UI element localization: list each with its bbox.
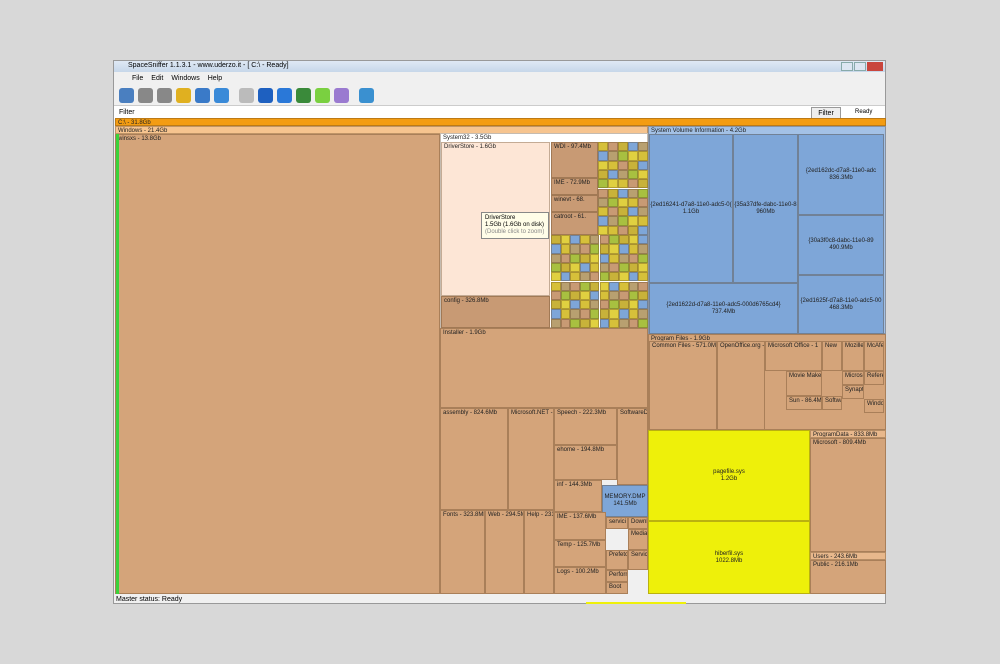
toolbar-button[interactable] <box>359 88 374 103</box>
toolbar-button[interactable] <box>119 88 134 103</box>
toolbar-button[interactable] <box>195 88 210 103</box>
minimize-button[interactable] <box>841 62 853 71</box>
toolbar-button[interactable] <box>334 88 349 103</box>
toolbar-button[interactable] <box>277 88 292 103</box>
maximize-button[interactable] <box>854 62 866 71</box>
toolbar <box>114 85 885 105</box>
toolbar-button[interactable] <box>296 88 311 103</box>
menu-item[interactable]: Edit <box>151 74 164 82</box>
filter-label: Filter <box>119 109 135 116</box>
menu-item[interactable]: File <box>132 74 144 82</box>
menu-item[interactable]: Windows <box>171 74 200 82</box>
toolbar-button[interactable] <box>315 88 330 103</box>
menu-bar: File Edit Windows Help <box>114 72 885 84</box>
filter-row: Filter Filter Ready <box>114 105 885 119</box>
state-label: Ready <box>855 109 873 115</box>
close-button[interactable] <box>867 62 883 71</box>
toolbar-button[interactable] <box>157 88 172 103</box>
window: SpaceSniffer 1.1.3.1 - www.uderzo.it - [… <box>113 60 886 604</box>
toolbar-button[interactable] <box>239 88 254 103</box>
toolbar-button[interactable] <box>214 88 229 103</box>
toolbar-button[interactable] <box>138 88 153 103</box>
window-title: SpaceSniffer 1.1.3.1 - www.uderzo.it - [… <box>128 62 289 69</box>
toolbar-button[interactable] <box>176 88 191 103</box>
menu-item[interactable]: Help <box>207 74 223 82</box>
filter-button[interactable]: Filter <box>811 107 841 119</box>
status-bar: Master status: Ready <box>116 596 183 603</box>
toolbar-button[interactable] <box>258 88 273 103</box>
title-bar: SpaceSniffer 1.1.3.1 - www.uderzo.it - [… <box>114 61 885 72</box>
